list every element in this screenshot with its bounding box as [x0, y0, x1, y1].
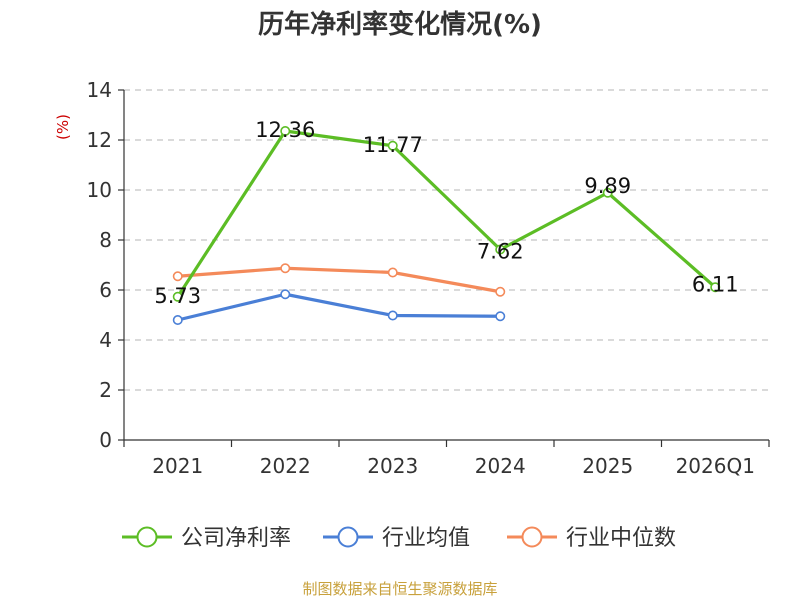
y-tick-label: 10 [87, 178, 112, 202]
series-0 [172, 126, 721, 302]
chart-title: 历年净利率变化情况(%) [258, 9, 542, 40]
data-point [280, 126, 291, 137]
y-tick-label: 12 [87, 128, 112, 152]
y-tick-label: 8 [99, 228, 112, 252]
data-label: 11.77 [363, 133, 423, 157]
data-point [495, 244, 506, 255]
x-tick-label: 2021 [152, 454, 203, 478]
legend: 公司净利率 行业均值 行业中位数 [122, 526, 676, 551]
legend-marker [136, 526, 158, 548]
data-label: 12.36 [255, 118, 315, 142]
x-tick-label: 2024 [475, 454, 526, 478]
gridlines [124, 89, 769, 391]
series-line [177, 292, 501, 322]
series-line [177, 266, 501, 294]
data-point [387, 267, 398, 278]
data-point [387, 310, 398, 321]
data-point [710, 282, 721, 293]
legend-item: 公司净利率 [122, 526, 291, 551]
data-labels: 5.73 12.36 11.77 7.62 9.89 6.11 [154, 118, 738, 308]
x-tick-label: 2025 [582, 454, 633, 478]
legend-marker [337, 526, 359, 548]
data-point [387, 140, 398, 151]
data-point [172, 271, 183, 282]
x-tick-label: 2023 [367, 454, 418, 478]
data-point [495, 286, 506, 297]
y-tick-label: 6 [99, 278, 112, 302]
x-tick-label: 2026Q1 [676, 454, 755, 478]
data-point [172, 314, 183, 325]
legend-label: 公司净利率 [181, 526, 291, 551]
legend-label: 行业均值 [382, 526, 470, 551]
source-note: 制图数据来自恒生聚源数据库 [302, 580, 497, 598]
y-axis-ticks: 0 2 4 6 8 10 12 14 [87, 78, 112, 452]
data-label: 9.89 [584, 174, 631, 198]
data-label: 7.62 [477, 240, 524, 264]
axes [118, 89, 770, 447]
y-tick-label: 4 [99, 328, 112, 352]
y-tick-label: 2 [99, 378, 112, 402]
data-point [172, 291, 183, 302]
y-tick-label: 0 [99, 428, 112, 452]
data-point [495, 311, 506, 322]
data-point [280, 263, 291, 274]
y-axis-unit: (%) [54, 114, 72, 140]
legend-item: 行业均值 [323, 526, 470, 551]
y-tick-label: 14 [87, 78, 112, 102]
data-point [280, 289, 291, 300]
x-axis-ticks: 2021 2022 2023 2024 2025 2026Q1 [152, 454, 755, 478]
data-point [602, 187, 613, 198]
data-label: 5.73 [154, 284, 201, 308]
x-tick-label: 2022 [260, 454, 311, 478]
legend-item: 行业中位数 [507, 526, 676, 551]
series-2 [172, 263, 506, 297]
series-1 [172, 289, 506, 325]
data-label: 6.11 [692, 272, 739, 296]
legend-marker [521, 526, 543, 548]
legend-label: 行业中位数 [566, 526, 676, 551]
series-line [176, 129, 717, 298]
series-lines [172, 126, 721, 325]
